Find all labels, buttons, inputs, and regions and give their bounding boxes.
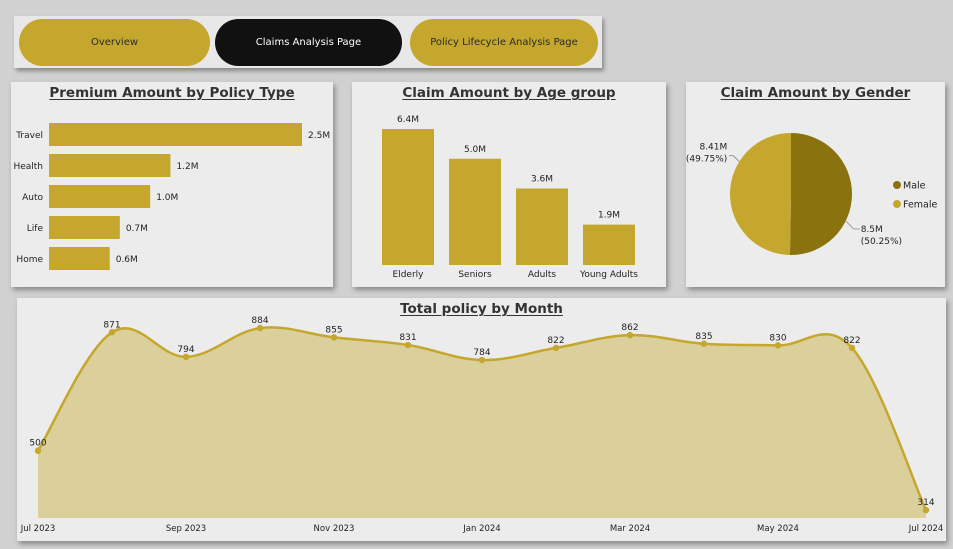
gender-legend-marker	[893, 181, 901, 189]
policy-data-point[interactable]	[330, 334, 338, 341]
policy-data-point[interactable]	[478, 356, 486, 364]
policy-value-label: 314	[917, 498, 934, 508]
gender-pie-slice[interactable]	[789, 133, 853, 255]
female-value-label: 8.41M	[699, 143, 727, 153]
premium-by-policy-panel: Premium Amount by Policy Type Travel 2.5M…	[11, 82, 333, 287]
policy-data-point[interactable]	[774, 342, 782, 349]
policy-data-point[interactable]	[626, 331, 634, 339]
policy-value-label: 855	[325, 325, 342, 335]
age-category-label: Seniors	[458, 270, 492, 280]
claim-by-gender-panel: Claim Amount by Gender 8.5M (50.25%) 8.41M…	[686, 82, 945, 287]
age-value-label: 5.0M	[464, 145, 486, 155]
policy-value-label: 784	[473, 348, 490, 358]
age-value-label: 6.4M	[397, 115, 419, 125]
policy-data-point[interactable]	[182, 353, 190, 361]
age-bar[interactable]	[583, 224, 635, 265]
premium-bar[interactable]	[49, 247, 110, 270]
month-area-chart: 500 871 794 884 855 831 784 822 862 835 830 822 314 J…	[20, 316, 944, 534]
policy-data-point[interactable]	[922, 506, 930, 514]
age-bar-chart: 6.4M Elderly 5.0M Seniors 3.6M Adults 1.9M Youn…	[382, 115, 638, 280]
month-tick-label: Nov 2023	[314, 524, 355, 534]
nav-bar: Overview Claims Analysis Page Policy Lif…	[14, 16, 602, 68]
policy-value-label: 871	[103, 320, 120, 330]
policy-area-fill	[38, 327, 926, 518]
policy-value-label: 822	[547, 336, 564, 346]
age-value-label: 3.6M	[531, 175, 553, 185]
premium-value-label: 1.2M	[176, 162, 198, 172]
age-chart-title: Claim Amount by Age group	[402, 85, 616, 101]
premium-category-label: Life	[27, 224, 44, 234]
male-value-label: 8.5M	[861, 225, 883, 235]
premium-category-label: Auto	[22, 193, 43, 203]
policy-value-label: 831	[399, 333, 416, 343]
premium-category-label: Home	[16, 255, 43, 265]
age-category-label: Adults	[528, 270, 556, 280]
month-tick-label: Sep 2023	[166, 524, 206, 534]
gender-legend-label[interactable]: Male	[903, 181, 926, 192]
policy-value-label: 794	[177, 345, 194, 355]
month-tick-label: Mar 2024	[610, 524, 650, 534]
claim-by-age-panel: Claim Amount by Age group 6.4M Elderly 5.0…	[352, 82, 666, 287]
premium-category-label: Health	[13, 162, 43, 172]
female-leader-line	[729, 155, 740, 162]
age-category-label: Young Adults	[579, 270, 638, 280]
month-chart-title: Total policy by Month	[400, 301, 563, 317]
gender-pie-slice[interactable]	[730, 133, 791, 255]
age-bar[interactable]	[516, 188, 568, 266]
premium-bar[interactable]	[49, 216, 120, 239]
month-tick-label: May 2024	[757, 524, 799, 534]
policy-lifecycle-button[interactable]: Policy Lifecycle Analysis Page	[410, 19, 598, 66]
premium-value-label: 2.5M	[308, 131, 330, 141]
policy-value-label: 500	[29, 439, 46, 449]
female-percent-label: (49.75%)	[686, 155, 727, 165]
age-category-label: Elderly	[393, 270, 425, 280]
male-percent-label: (50.25%)	[861, 237, 902, 247]
gender-chart-title: Claim Amount by Gender	[720, 85, 911, 101]
male-leader-line	[845, 220, 860, 230]
policy-data-point[interactable]	[552, 344, 560, 352]
overview-button[interactable]: Overview	[19, 19, 210, 66]
month-tick-label: Jan 2024	[462, 524, 500, 534]
month-tick-label: Jul 2024	[908, 524, 944, 534]
premium-value-label: 1.0M	[156, 193, 178, 203]
age-bar[interactable]	[382, 129, 434, 265]
policy-data-point[interactable]	[256, 324, 264, 332]
premium-bar-chart: Travel 2.5M Health 1.2M Auto 1.0M Life 0.7M Home…	[13, 123, 330, 270]
premium-bar[interactable]	[49, 123, 302, 146]
policy-value-label: 822	[843, 336, 860, 346]
premium-chart-title: Premium Amount by Policy Type	[49, 85, 295, 101]
policy-data-point[interactable]	[848, 344, 856, 352]
month-tick-label: Jul 2023	[20, 524, 56, 534]
policy-value-label: 835	[695, 332, 712, 342]
premium-value-label: 0.6M	[116, 255, 138, 265]
premium-bar[interactable]	[49, 185, 151, 208]
policy-data-point[interactable]	[34, 447, 42, 454]
policy-value-label: 884	[251, 316, 268, 326]
age-bar[interactable]	[449, 158, 501, 265]
age-value-label: 1.9M	[598, 211, 620, 221]
policy-value-label: 862	[621, 323, 638, 333]
premium-value-label: 0.7M	[126, 224, 148, 234]
policy-data-point[interactable]	[404, 341, 412, 349]
gender-pie-chart: 8.5M (50.25%) 8.41M (49.75%) Male Female	[686, 133, 938, 255]
gender-legend-label[interactable]: Female	[903, 200, 938, 211]
policy-data-point[interactable]	[108, 329, 116, 336]
gender-legend-marker	[893, 200, 901, 208]
policy-data-point[interactable]	[700, 340, 708, 347]
claims-analysis-button[interactable]: Claims Analysis Page	[215, 19, 402, 66]
policy-by-month-panel: Total policy by Month 500 871 794 884 855 831…	[17, 298, 946, 541]
premium-bar[interactable]	[49, 154, 171, 177]
premium-category-label: Travel	[15, 131, 43, 141]
policy-value-label: 830	[769, 333, 786, 343]
